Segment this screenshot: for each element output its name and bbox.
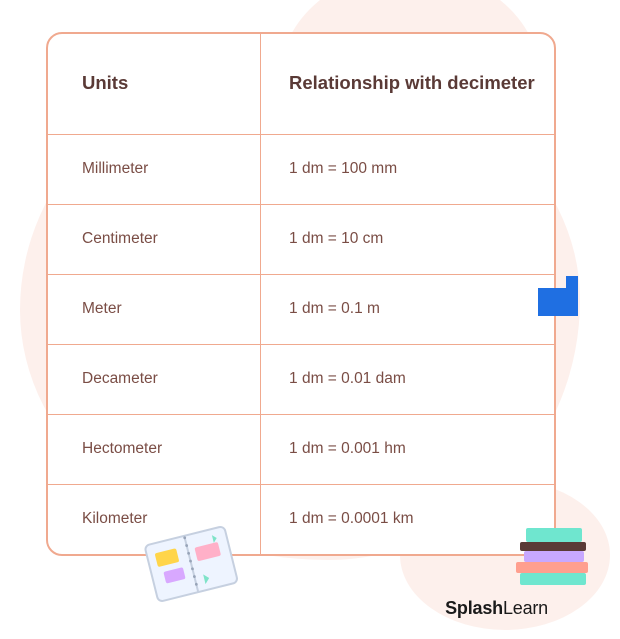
brand-light: Learn	[503, 598, 548, 618]
table-row: Centimeter 1 dm = 10 cm	[48, 204, 554, 274]
cell-relation: 1 dm = 0.1 m	[261, 274, 554, 344]
books-icon	[514, 525, 592, 587]
brand-bold: Splash	[445, 598, 503, 618]
cell-unit: Millimeter	[48, 134, 261, 204]
header-relation: Relationship with decimeter	[261, 34, 554, 134]
table-header-row: Units Relationship with decimeter	[48, 34, 554, 134]
units-table-card: Units Relationship with decimeter Millim…	[46, 32, 556, 556]
cell-relation: 1 dm = 0.01 dam	[261, 344, 554, 414]
table-row: Meter 1 dm = 0.1 m	[48, 274, 554, 344]
cell-relation: 1 dm = 0.001 hm	[261, 414, 554, 484]
table-row: Kilometer 1 dm = 0.0001 km	[48, 484, 554, 554]
cell-unit: Meter	[48, 274, 261, 344]
units-table: Units Relationship with decimeter Millim…	[48, 34, 554, 554]
cell-relation: 1 dm = 10 cm	[261, 204, 554, 274]
cell-relation: 1 dm = 100 mm	[261, 134, 554, 204]
cell-unit: Centimeter	[48, 204, 261, 274]
cell-unit: Hectometer	[48, 414, 261, 484]
table-row: Decameter 1 dm = 0.01 dam	[48, 344, 554, 414]
flag-icon	[536, 276, 578, 316]
brand-logo: SplashLearn	[445, 598, 548, 619]
cell-unit: Decameter	[48, 344, 261, 414]
header-units: Units	[48, 34, 261, 134]
cell-relation: 1 dm = 0.0001 km	[261, 484, 554, 554]
table-row: Hectometer 1 dm = 0.001 hm	[48, 414, 554, 484]
table-row: Millimeter 1 dm = 100 mm	[48, 134, 554, 204]
